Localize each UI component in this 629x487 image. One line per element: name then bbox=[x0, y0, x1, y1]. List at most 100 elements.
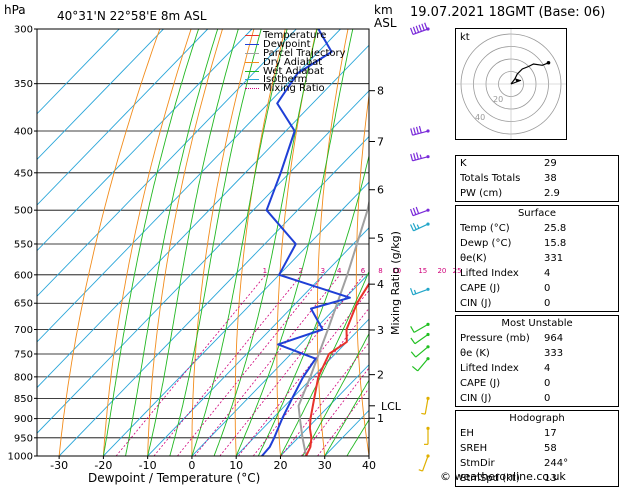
dry-adiabat bbox=[355, 91, 369, 456]
hodo-label: StmDir bbox=[460, 458, 495, 469]
hodo-value: 244° bbox=[544, 458, 569, 469]
surface-label: CIN (J) bbox=[460, 298, 492, 309]
pressure-tick-label: 600 bbox=[14, 270, 33, 281]
legend-swatch bbox=[245, 43, 259, 45]
mixing-ratio-tick-label: 20 bbox=[437, 267, 446, 275]
km-label: km bbox=[374, 3, 393, 17]
mixing-ratio-tick-label: 3 bbox=[321, 267, 325, 275]
hodograph-plot: 20 40 kt bbox=[456, 29, 566, 139]
wind-barb-base bbox=[426, 396, 430, 400]
date-label: 19.07.2021 18GMT (Base: 06) bbox=[410, 5, 606, 20]
wind-barb-staff bbox=[421, 455, 429, 472]
hpa-label: hPa bbox=[4, 3, 26, 17]
wind-barb-base bbox=[426, 208, 430, 212]
surface-value: 25.8 bbox=[544, 223, 567, 234]
dry-adiabat bbox=[431, 29, 458, 456]
wind-barbs bbox=[409, 22, 430, 472]
profiles bbox=[261, 29, 369, 456]
wind-barb-feather bbox=[411, 365, 419, 372]
hodo-label: SREH bbox=[460, 443, 488, 454]
index-tt-row: Totals Totals 38 bbox=[456, 171, 618, 186]
hodograph-ring-label: 40 bbox=[475, 113, 485, 122]
hodograph-endpoint bbox=[546, 60, 551, 65]
wet-adiabat bbox=[191, 29, 288, 456]
mu-row: CIN (J) 0 bbox=[456, 391, 618, 406]
wind-barb-staff bbox=[417, 358, 429, 372]
wet-adiabat bbox=[102, 29, 200, 456]
legend-entry: Wet Adiabat bbox=[245, 65, 346, 77]
mu-label: Pressure (mb) bbox=[460, 333, 530, 344]
isotherm bbox=[191, 272, 369, 456]
wind-barb-base bbox=[426, 129, 430, 133]
temperature-tick-label: 40 bbox=[362, 459, 376, 472]
hodograph: 20 40 kt bbox=[455, 28, 567, 140]
mixing-ratio-tick-label: 8 bbox=[378, 267, 382, 275]
index-k-row: K 29 bbox=[456, 156, 618, 171]
hodograph-trace bbox=[510, 62, 549, 85]
wind-barb-half-feather bbox=[419, 154, 422, 159]
mixing-ratio-tick-label: 25 bbox=[453, 267, 462, 275]
pressure-tick-label: 800 bbox=[14, 372, 33, 383]
wind-barb-base bbox=[426, 454, 430, 458]
indices-panel: K 29 Totals Totals 38 PW (cm) 2.9 Surface T… bbox=[455, 155, 619, 487]
wind-barb-half-feather bbox=[416, 224, 420, 229]
wind-barb-feather bbox=[410, 287, 414, 295]
wind-barb-staff bbox=[413, 323, 429, 333]
hodo-value: 58 bbox=[544, 443, 557, 454]
height-tick-label: 2 bbox=[377, 369, 384, 382]
storm-motion-arrowhead bbox=[515, 78, 521, 83]
wind-barb-feather bbox=[410, 326, 415, 333]
legend-swatch bbox=[245, 79, 259, 81]
isotherm bbox=[37, 29, 297, 297]
wind-barb-base bbox=[426, 332, 430, 337]
pressure-tick-label: 900 bbox=[14, 414, 33, 425]
legend-swatch bbox=[245, 52, 259, 54]
wind-barb-feather bbox=[410, 351, 417, 358]
mu-value: 0 bbox=[544, 378, 551, 389]
legend-label: Wet Adiabat bbox=[263, 65, 324, 77]
surface-label: Dewp (°C) bbox=[460, 238, 512, 249]
surface-value: 331 bbox=[544, 253, 564, 264]
wind-barb-staff bbox=[412, 288, 429, 296]
wind-barb-feather bbox=[410, 153, 414, 161]
height-tick-label: 5 bbox=[377, 232, 384, 245]
wind-barb-base bbox=[426, 222, 430, 226]
isotherm bbox=[37, 44, 369, 389]
wet-adiabat bbox=[280, 270, 369, 456]
wind-barb-base bbox=[426, 287, 430, 291]
temperature-tick-label: 0 bbox=[188, 459, 195, 472]
hodo-row: StmSpd (kt) 13 bbox=[456, 471, 618, 486]
wind-barb-staff bbox=[424, 398, 429, 415]
surface-row: Temp (°C) 25.8 bbox=[456, 221, 618, 236]
mixing-ratio-tick-label: 6 bbox=[361, 267, 366, 275]
most-unstable-title: Most Unstable bbox=[501, 318, 573, 329]
surface-row: Dewp (°C) 15.8 bbox=[456, 236, 618, 251]
most-unstable-box: Most Unstable Pressure (mb) 964 θe (K) 333… bbox=[455, 315, 619, 407]
wet-adiabat bbox=[302, 332, 369, 456]
copyright[interactable]: © weatheronline.co.uk bbox=[440, 470, 566, 483]
height-tick-label: 3 bbox=[377, 324, 384, 337]
wind-barb-feather bbox=[415, 152, 419, 160]
pressure-tick-label: 650 bbox=[14, 299, 33, 310]
wind-barb-base bbox=[426, 322, 430, 326]
hodo-label: EH bbox=[460, 428, 474, 439]
surface-label: Temp (°C) bbox=[460, 223, 510, 234]
temperature-tick-label: -20 bbox=[94, 459, 112, 472]
wind-barb-staff bbox=[415, 346, 429, 358]
legend-entry: Isotherm bbox=[245, 75, 346, 85]
wet-adiabat bbox=[169, 29, 262, 456]
legend-entry: Dry Adiabat bbox=[245, 57, 346, 67]
legend-entry: Temperature bbox=[245, 30, 346, 40]
axes: 1 2 3 4 6 8 10 15 20 2530035040045050055060065070… bbox=[8, 25, 462, 473]
legend: Temperature Dewpoint Parcel Trajectory Dry … bbox=[245, 30, 346, 94]
surface-value: 0 bbox=[544, 283, 551, 294]
index-pw-row: PW (cm) 2.9 bbox=[456, 186, 618, 201]
wind-barb-feather bbox=[412, 26, 417, 34]
mixing-ratio-line bbox=[219, 274, 365, 456]
wind-barb-feather bbox=[415, 25, 420, 33]
legend-swatch bbox=[245, 61, 259, 63]
pressure-tick-label: 700 bbox=[14, 325, 33, 336]
height-tick-label: 4 bbox=[377, 278, 384, 291]
x-axis-label: Dewpoint / Temperature (°C) bbox=[88, 471, 260, 485]
legend-swatch bbox=[245, 34, 259, 36]
